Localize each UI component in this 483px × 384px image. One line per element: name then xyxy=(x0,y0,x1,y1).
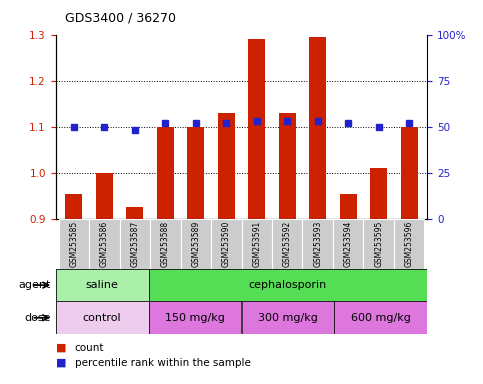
Bar xyxy=(309,37,326,219)
Text: 600 mg/kg: 600 mg/kg xyxy=(351,313,411,323)
Text: count: count xyxy=(75,343,104,353)
Bar xyxy=(370,168,387,219)
Bar xyxy=(89,219,120,269)
Bar xyxy=(302,219,333,269)
Text: GSM253591: GSM253591 xyxy=(252,221,261,267)
Bar xyxy=(120,219,150,269)
Bar xyxy=(363,219,394,269)
Bar xyxy=(272,219,302,269)
Text: GSM253589: GSM253589 xyxy=(191,221,200,267)
Text: 300 mg/kg: 300 mg/kg xyxy=(258,313,318,323)
Text: dose: dose xyxy=(24,313,51,323)
Bar xyxy=(394,219,425,269)
Bar xyxy=(66,194,82,219)
Text: control: control xyxy=(83,313,121,323)
Bar xyxy=(58,219,89,269)
Bar xyxy=(56,269,149,301)
Bar xyxy=(340,194,356,219)
Text: 150 mg/kg: 150 mg/kg xyxy=(165,313,225,323)
Bar xyxy=(334,301,427,334)
Text: GSM253585: GSM253585 xyxy=(70,221,78,267)
Bar xyxy=(211,219,242,269)
Text: ■: ■ xyxy=(56,343,66,353)
Bar xyxy=(279,113,296,219)
Bar xyxy=(150,219,181,269)
Bar xyxy=(149,301,242,334)
Bar xyxy=(242,219,272,269)
Text: GDS3400 / 36270: GDS3400 / 36270 xyxy=(65,12,176,25)
Bar xyxy=(149,269,427,301)
Text: GSM253586: GSM253586 xyxy=(100,221,109,267)
Bar xyxy=(248,39,265,219)
Text: ■: ■ xyxy=(56,358,66,368)
Bar xyxy=(96,173,113,219)
Text: GSM253590: GSM253590 xyxy=(222,221,231,267)
Bar xyxy=(157,127,174,219)
Text: GSM253595: GSM253595 xyxy=(374,221,383,267)
Text: GSM253588: GSM253588 xyxy=(161,221,170,267)
Text: GSM253594: GSM253594 xyxy=(344,221,353,267)
Text: GSM253587: GSM253587 xyxy=(130,221,139,267)
Text: agent: agent xyxy=(18,280,51,290)
Bar xyxy=(333,219,363,269)
Bar xyxy=(242,301,334,334)
Bar xyxy=(181,219,211,269)
Bar xyxy=(218,113,235,219)
Text: saline: saline xyxy=(85,280,118,290)
Bar xyxy=(401,127,417,219)
Text: percentile rank within the sample: percentile rank within the sample xyxy=(75,358,251,368)
Bar xyxy=(187,127,204,219)
Bar xyxy=(127,207,143,219)
Text: GSM253596: GSM253596 xyxy=(405,221,413,267)
Text: GSM253592: GSM253592 xyxy=(283,221,292,267)
Text: cephalosporin: cephalosporin xyxy=(249,280,327,290)
Text: GSM253593: GSM253593 xyxy=(313,221,322,267)
Bar xyxy=(56,301,149,334)
